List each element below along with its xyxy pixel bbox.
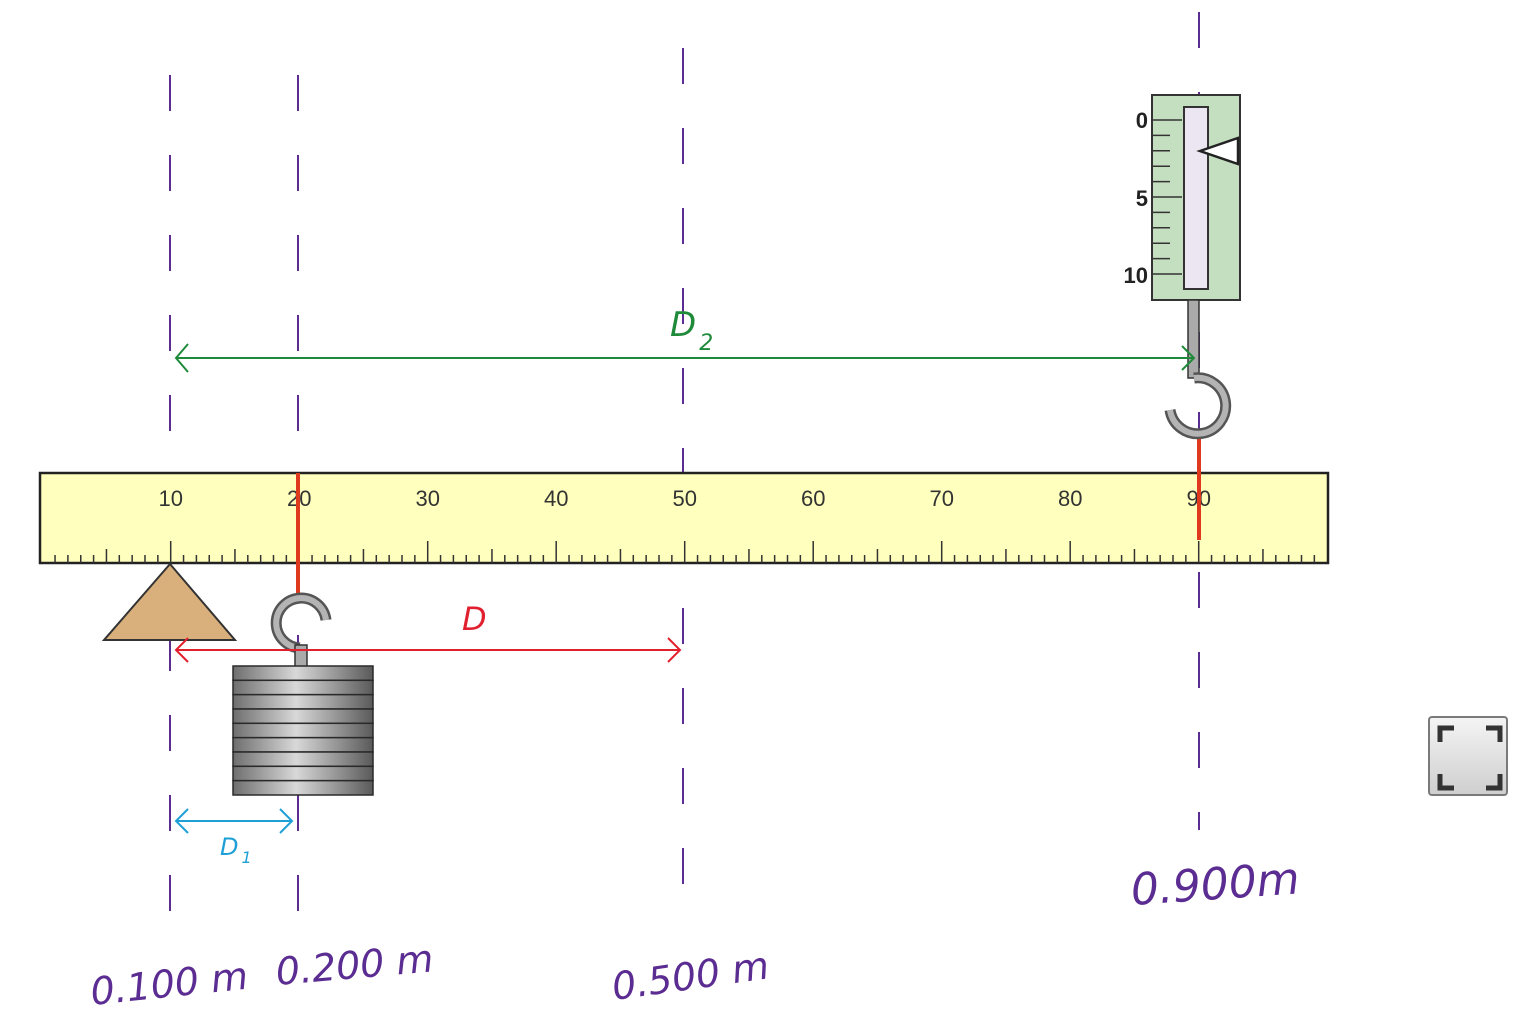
- d1-arrow: [174, 808, 294, 834]
- mass-disc: [232, 779, 374, 796]
- scale-label-0: 0: [1136, 108, 1148, 133]
- mass-hook-stem: [294, 644, 308, 668]
- mass-disc: [232, 765, 374, 782]
- mass-disc: [232, 679, 374, 696]
- position-label-mass: 0.200 m: [274, 936, 435, 994]
- scale-label-5: 5: [1136, 186, 1148, 211]
- mass-disc: [232, 708, 374, 725]
- fullscreen-button[interactable]: [1428, 716, 1508, 796]
- mass-disc: [232, 693, 374, 710]
- d-label: D: [462, 600, 487, 638]
- mass-disc: [232, 751, 374, 768]
- spring-scale-pointer: [1196, 136, 1240, 166]
- mass-disc: [232, 736, 374, 753]
- pivot-triangle[interactable]: [101, 562, 238, 641]
- meter-stick[interactable]: 102030405060708090: [38, 471, 1330, 565]
- ruler-label: 30: [415, 486, 439, 511]
- mass-discs: [232, 665, 374, 796]
- position-label-scale: 0.900m: [1129, 853, 1301, 916]
- mass-disc: [232, 722, 374, 739]
- ruler-label: 60: [801, 486, 825, 511]
- scale-label-10: 10: [1124, 263, 1148, 288]
- spring-scale-hook-inner: [1167, 374, 1229, 437]
- mass-hook-inner: [273, 595, 329, 651]
- spring-scale-slot: [1183, 106, 1209, 290]
- spring-scale-rod: [1187, 299, 1200, 379]
- d-arrow: [174, 637, 682, 663]
- ruler-label: 70: [929, 486, 953, 511]
- ruler-label: 50: [672, 486, 696, 511]
- ruler-ticks: [54, 541, 1316, 563]
- d2-arrow: [174, 343, 1196, 373]
- position-label-pivot: 0.100 m: [88, 954, 250, 1014]
- spring-scale[interactable]: 0 5 10: [1124, 94, 1241, 440]
- position-label-center: 0.500 m: [609, 943, 771, 1009]
- ruler-label: 80: [1058, 486, 1082, 511]
- ruler-label: 40: [544, 486, 568, 511]
- hanging-mass[interactable]: [232, 592, 374, 796]
- fullscreen-icon: [1437, 725, 1503, 791]
- mass-disc: [232, 665, 374, 682]
- spring-scale-ticks: [1152, 119, 1182, 275]
- ruler-label: 10: [158, 486, 182, 511]
